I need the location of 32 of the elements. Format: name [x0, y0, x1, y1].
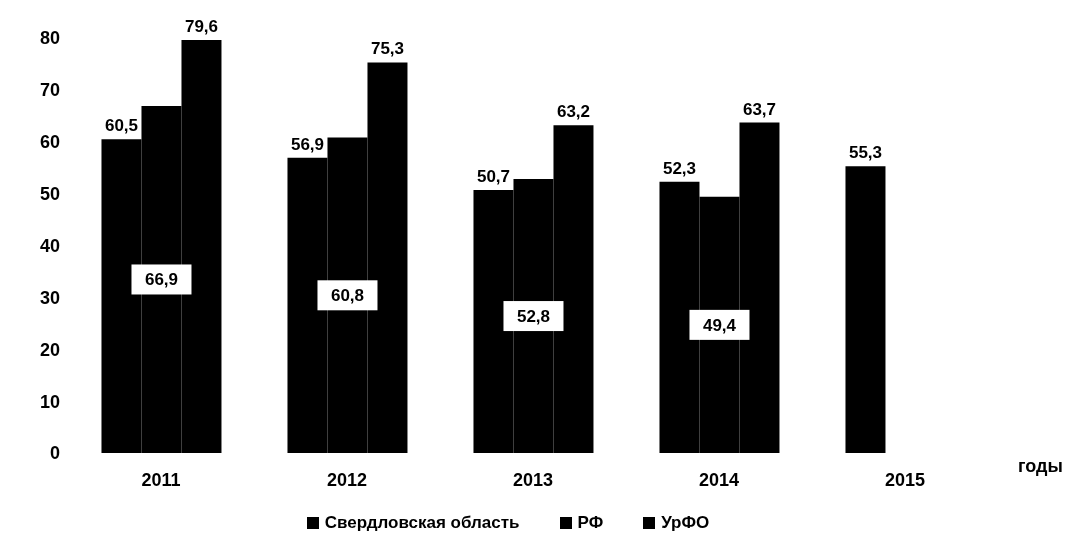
data-label: 60,5 [104, 116, 139, 136]
data-label: 50,7 [476, 166, 511, 186]
x-tick-label: 2015 [884, 469, 926, 490]
x-axis-title: годы [1018, 456, 1063, 477]
data-label: 63,7 [742, 99, 777, 119]
data-label: 56,9 [290, 134, 325, 154]
y-tick-label: 30 [39, 287, 60, 308]
y-tick-label: 20 [39, 339, 60, 360]
data-label: 52,8 [516, 307, 551, 327]
y-tick-label: 80 [39, 28, 60, 49]
x-tick-label: 2011 [141, 469, 181, 490]
x-tick-label: 2012 [326, 469, 368, 490]
y-tick-label: 0 [49, 443, 60, 464]
legend-label: Свердловская область [323, 513, 520, 533]
data-label: 63,2 [556, 102, 591, 122]
legend-label: УрФО [660, 513, 710, 533]
data-label: 79,6 [184, 17, 219, 37]
bar [845, 166, 886, 453]
y-tick-label: 70 [39, 80, 60, 101]
data-label: 66,9 [144, 270, 179, 290]
y-tick-label: 60 [39, 132, 60, 153]
y-tick-label: 10 [39, 391, 60, 412]
legend-label: РФ [576, 513, 604, 533]
data-label: 75,3 [370, 39, 405, 59]
data-label: 52,3 [662, 158, 697, 178]
y-tick-label: 50 [39, 184, 60, 205]
data-label: 55,3 [848, 143, 883, 163]
y-tick-label: 40 [39, 235, 60, 256]
data-label: 49,4 [702, 315, 737, 335]
data-label: 60,8 [330, 286, 365, 306]
x-tick-label: 2013 [512, 469, 554, 490]
x-tick-label: 2014 [698, 469, 740, 490]
